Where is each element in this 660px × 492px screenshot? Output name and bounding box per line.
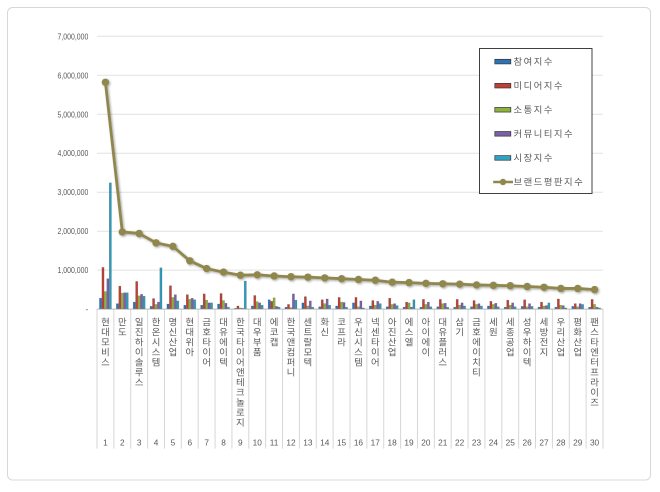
svg-text:3,000,000: 3,000,000 — [58, 187, 89, 197]
svg-text:1,000,000: 1,000,000 — [58, 265, 89, 275]
svg-text:24: 24 — [489, 437, 499, 447]
svg-text:4,000,000: 4,000,000 — [58, 148, 89, 158]
svg-text:8: 8 — [221, 437, 226, 447]
svg-text:22: 22 — [455, 437, 465, 447]
svg-text:28: 28 — [556, 437, 566, 447]
svg-text:12: 12 — [286, 437, 296, 447]
svg-text:14: 14 — [320, 437, 330, 447]
svg-text:9: 9 — [238, 437, 243, 447]
svg-text:20: 20 — [421, 437, 431, 447]
svg-text:5: 5 — [171, 437, 176, 447]
svg-text:4: 4 — [154, 437, 159, 447]
svg-text:26: 26 — [522, 437, 532, 447]
svg-text:13: 13 — [303, 437, 313, 447]
svg-text:15: 15 — [337, 437, 347, 447]
svg-text:6,000,000: 6,000,000 — [58, 70, 89, 80]
svg-text:5,000,000: 5,000,000 — [58, 109, 89, 119]
svg-text:25: 25 — [506, 437, 516, 447]
svg-text:29: 29 — [573, 437, 583, 447]
svg-text:23: 23 — [472, 437, 482, 447]
svg-text:1: 1 — [103, 437, 108, 447]
svg-text:30: 30 — [590, 437, 600, 447]
svg-text:27: 27 — [539, 437, 549, 447]
svg-text:6: 6 — [187, 437, 192, 447]
svg-text:19: 19 — [404, 437, 414, 447]
svg-text:3: 3 — [137, 437, 142, 447]
svg-text:21: 21 — [438, 437, 448, 447]
svg-text:7: 7 — [204, 437, 209, 447]
svg-text:16: 16 — [354, 437, 364, 447]
svg-text:2,000,000: 2,000,000 — [58, 226, 89, 236]
svg-text:10: 10 — [253, 437, 263, 447]
svg-text:-: - — [86, 304, 89, 314]
svg-text:18: 18 — [388, 437, 398, 447]
svg-text:7,000,000: 7,000,000 — [58, 31, 89, 41]
svg-text:2: 2 — [120, 437, 125, 447]
svg-text:17: 17 — [371, 437, 381, 447]
svg-text:11: 11 — [270, 437, 279, 447]
